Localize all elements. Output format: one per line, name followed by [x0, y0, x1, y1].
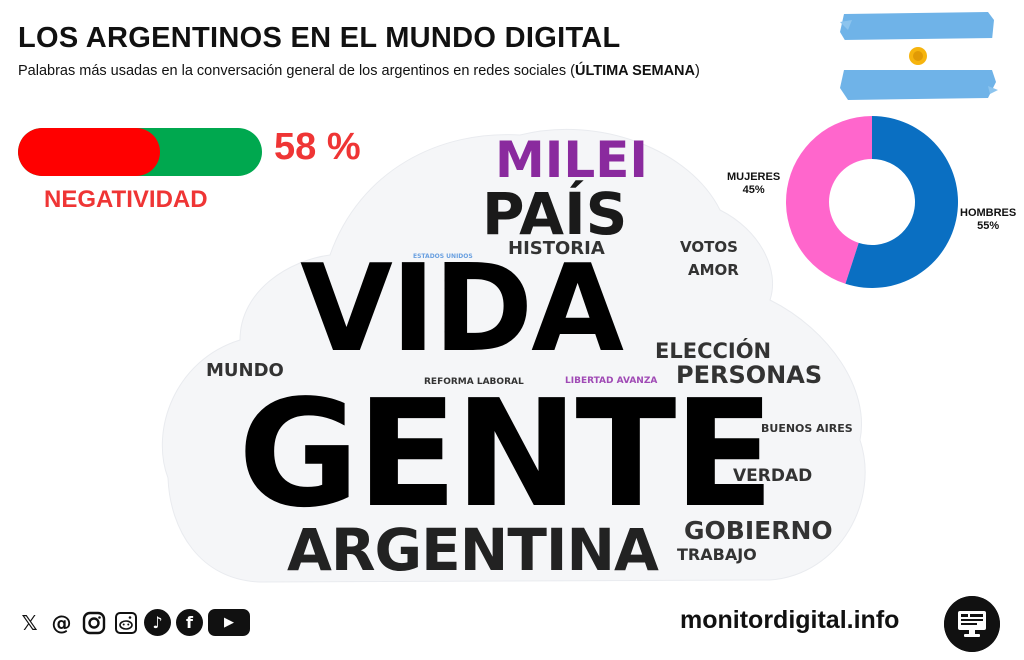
word-votos: VOTOS — [680, 238, 738, 256]
donut-segment-women — [786, 116, 872, 284]
subtitle-text: Palabras más usadas en la conversación g… — [18, 63, 575, 79]
page-subtitle: Palabras más usadas en la conversación g… — [18, 63, 700, 79]
page-title: LOS ARGENTINOS EN EL MUNDO DIGITAL — [18, 22, 621, 54]
women-percent: 45% — [742, 184, 765, 196]
reddit-icon[interactable] — [112, 609, 139, 636]
negativity-bar — [18, 128, 262, 176]
negativity-label: NEGATIVIDAD — [44, 186, 208, 213]
word-vida: VIDA — [300, 240, 624, 379]
word-gente: GENTE — [238, 368, 774, 540]
instagram-icon[interactable] — [80, 609, 107, 636]
argentina-flag-icon — [840, 12, 998, 100]
word-pais: PAÍS — [482, 180, 628, 248]
word-buenos-aires: BUENOS AIRES — [761, 422, 853, 435]
subtitle-period: ÚLTIMA SEMANA — [574, 63, 695, 79]
monitor-icon — [944, 596, 1000, 652]
youtube-icon[interactable]: ▶ — [208, 609, 250, 636]
word-verdad: VERDAD — [733, 466, 813, 486]
word-reforma-laboral: REFORMA LABORAL — [424, 377, 524, 387]
word-estados-unidos: ESTADOS UNIDOS — [413, 253, 473, 260]
word-libertad-avanza: LIBERTAD AVANZA — [565, 376, 658, 386]
tiktok-icon[interactable]: ♪ — [144, 609, 171, 636]
men-label: HOMBRES 55% — [960, 207, 1016, 233]
women-label-text: MUJERES — [727, 171, 781, 183]
x-icon[interactable]: 𝕏 — [21, 610, 38, 635]
subtitle-close: ) — [694, 63, 700, 79]
word-argentina: ARGENTINA — [287, 516, 659, 584]
word-milei: MILEI — [495, 131, 648, 189]
word-historia: HISTORIA — [508, 238, 605, 259]
negativity-value: 58 % — [274, 126, 361, 168]
website-link[interactable]: monitordigital.info — [680, 606, 900, 634]
donut-segment-men — [845, 116, 958, 288]
women-label: MUJERES 45% — [727, 171, 780, 197]
negativity-fill — [18, 128, 160, 176]
word-gobierno: GOBIERNO — [684, 516, 833, 545]
word-eleccion: ELECCIÓN — [655, 339, 772, 363]
word-personas: PERSONAS — [676, 361, 823, 389]
threads-icon[interactable]: @ — [51, 610, 72, 635]
facebook-icon[interactable]: f — [176, 609, 203, 636]
men-label-text: HOMBRES — [960, 207, 1017, 219]
word-amor: AMOR — [688, 261, 739, 279]
gender-donut-chart — [786, 116, 958, 288]
word-trabajo: TRABAJO — [677, 545, 757, 564]
word-mundo: MUNDO — [206, 360, 284, 381]
men-percent: 55% — [977, 220, 1000, 232]
social-icons: 𝕏 @ ♪ f ▶ — [16, 609, 250, 636]
